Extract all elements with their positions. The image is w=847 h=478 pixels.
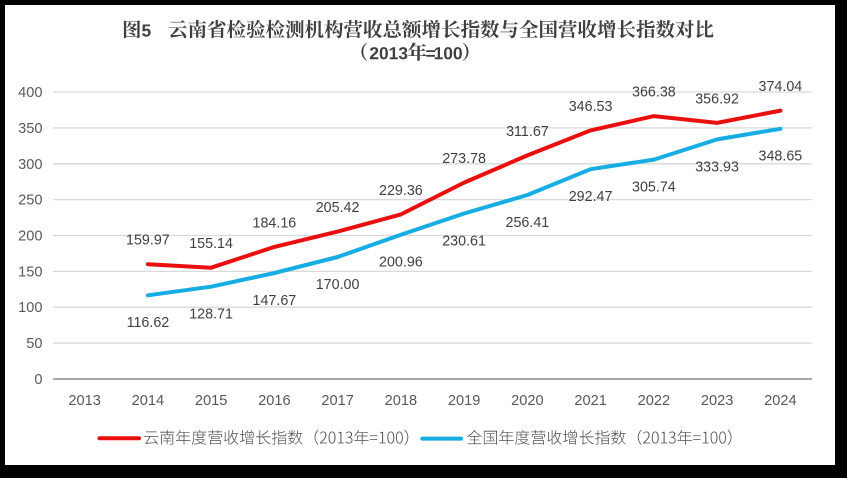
svg-text:184.16: 184.16 bbox=[253, 215, 297, 231]
svg-text:2019: 2019 bbox=[448, 393, 480, 409]
svg-text:311.67: 311.67 bbox=[506, 124, 549, 140]
svg-text:333.93: 333.93 bbox=[695, 159, 739, 175]
svg-text:366.38: 366.38 bbox=[632, 85, 676, 101]
svg-text:273.78: 273.78 bbox=[442, 151, 486, 167]
svg-text:116.62: 116.62 bbox=[127, 315, 170, 331]
svg-text:256.41: 256.41 bbox=[506, 215, 550, 231]
svg-text:2021: 2021 bbox=[574, 393, 606, 409]
svg-text:350: 350 bbox=[18, 121, 42, 137]
svg-text:170.00: 170.00 bbox=[316, 277, 360, 293]
svg-text:300: 300 bbox=[18, 157, 42, 173]
svg-text:229.36: 229.36 bbox=[379, 183, 423, 199]
svg-text:250: 250 bbox=[18, 193, 42, 209]
svg-text:292.47: 292.47 bbox=[569, 189, 613, 205]
svg-text:2018: 2018 bbox=[385, 393, 417, 409]
svg-text:100: 100 bbox=[18, 300, 42, 316]
svg-text:159.97: 159.97 bbox=[126, 233, 170, 249]
svg-text:356.92: 356.92 bbox=[695, 91, 739, 107]
svg-text:2020: 2020 bbox=[511, 393, 543, 409]
svg-text:155.14: 155.14 bbox=[189, 236, 233, 252]
svg-text:400: 400 bbox=[18, 85, 42, 101]
svg-text:128.71: 128.71 bbox=[189, 307, 233, 323]
svg-text:230.61: 230.61 bbox=[442, 233, 486, 249]
svg-text:2016: 2016 bbox=[258, 393, 290, 409]
svg-text:2015: 2015 bbox=[195, 393, 227, 409]
svg-text:2017: 2017 bbox=[321, 393, 353, 409]
svg-text:2014: 2014 bbox=[132, 393, 164, 409]
svg-text:200: 200 bbox=[18, 229, 42, 245]
svg-text:200.96: 200.96 bbox=[379, 255, 423, 271]
svg-text:2023: 2023 bbox=[701, 393, 733, 409]
svg-text:305.74: 305.74 bbox=[632, 180, 676, 196]
svg-text:147.67: 147.67 bbox=[253, 293, 297, 309]
svg-text:2024: 2024 bbox=[764, 393, 796, 409]
svg-text:2022: 2022 bbox=[638, 393, 670, 409]
svg-text:2013: 2013 bbox=[68, 393, 100, 409]
svg-text:0: 0 bbox=[34, 372, 42, 388]
svg-text:374.04: 374.04 bbox=[759, 79, 803, 95]
svg-text:205.42: 205.42 bbox=[316, 200, 360, 216]
svg-text:346.53: 346.53 bbox=[569, 99, 613, 115]
svg-text:150: 150 bbox=[18, 264, 42, 280]
svg-text:50: 50 bbox=[26, 336, 42, 352]
svg-text:348.65: 348.65 bbox=[759, 149, 803, 165]
